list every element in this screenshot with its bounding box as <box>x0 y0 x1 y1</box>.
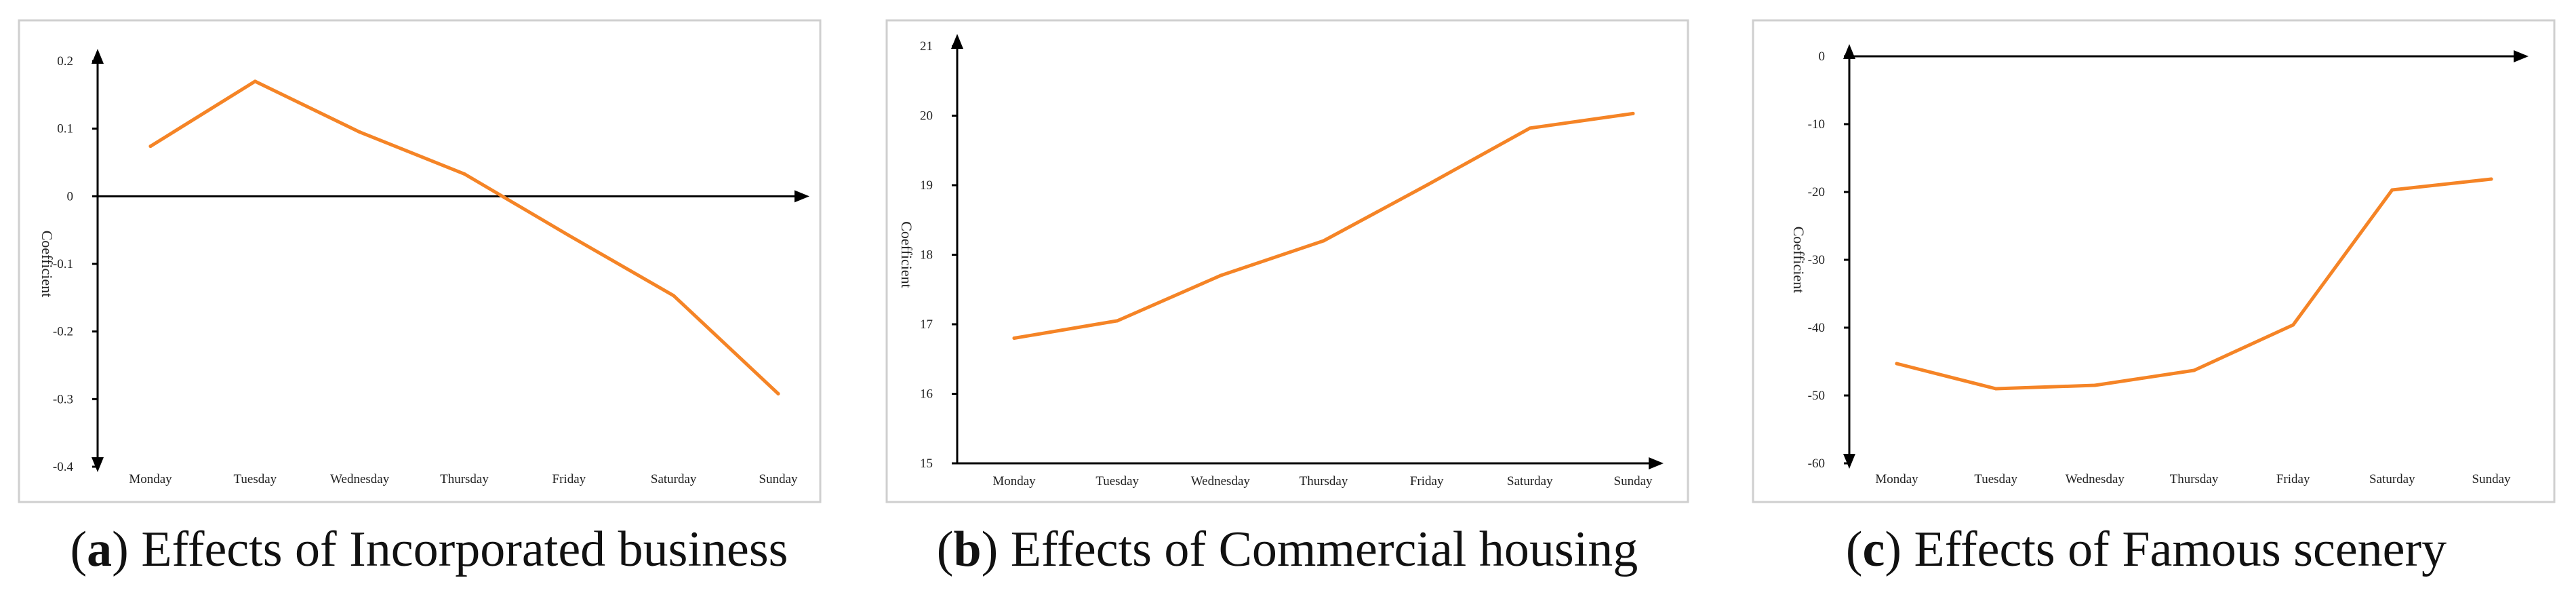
y-tick-label-a: -0.1 <box>53 257 73 271</box>
y-tick-label-b: 18 <box>920 248 933 263</box>
x-tick-label-c: Saturday <box>2369 472 2415 486</box>
data-point-c <box>2390 188 2394 192</box>
x-tick-label-a: Saturday <box>651 472 697 486</box>
caption-c: (c) Effects of Famous scenery <box>1845 522 2447 577</box>
caption-b: (b) Effects of Commercial housing <box>936 522 1638 577</box>
y-axis-title-b: Coefficient <box>898 221 915 288</box>
y-tick-label-c: -20 <box>1808 185 1825 199</box>
y-tick-label-b: 16 <box>920 387 933 402</box>
y-tick-label-c: -60 <box>1808 457 1825 471</box>
x-tick-label-a: Wednesday <box>330 472 390 486</box>
x-tick-label-a: Tuesday <box>233 472 277 486</box>
chart-panel-c: 0 -10 -20 -30 -40 -50 -60 Coefficient Monday Tues… <box>1752 19 2556 503</box>
y-tick-label-c: 0 <box>1819 50 1826 64</box>
data-point-a <box>358 130 362 134</box>
x-tick-label-a: Sunday <box>759 472 799 486</box>
caption-c-letter: c <box>1862 522 1885 577</box>
x-tick-label-c: Tuesday <box>1974 472 2017 486</box>
y-tick-label-c: -30 <box>1808 253 1825 267</box>
y-tick-label-c: -10 <box>1808 117 1825 132</box>
x-tick-label-a: Friday <box>552 472 586 486</box>
data-point-b <box>1322 239 1325 243</box>
data-point-b <box>1425 183 1429 187</box>
x-axis-arrow-a <box>794 190 809 203</box>
y-tick-label-a: -0.3 <box>53 392 73 406</box>
y-tick-label-a: 0.1 <box>57 122 73 136</box>
data-point-b <box>1631 111 1635 115</box>
x-tick-label-b: Thursday <box>1300 474 1348 488</box>
y-tick-label-c: -40 <box>1808 321 1825 335</box>
x-tick-label-a: Thursday <box>440 472 489 486</box>
data-point-a <box>253 79 257 83</box>
data-point-c <box>2093 383 2097 387</box>
data-point-b <box>1012 336 1016 340</box>
caption-a: (a) Effects of Incorporated business <box>70 522 788 577</box>
data-point-b <box>1218 273 1222 277</box>
caption-a-letter: a <box>87 522 113 577</box>
data-point-a <box>462 172 466 176</box>
data-point-a <box>776 391 780 395</box>
caption-b-text: ) Effects of Commercial housing <box>981 522 1638 577</box>
caption-b-letter: b <box>953 522 982 577</box>
y-tick-label-a: -0.4 <box>53 460 74 474</box>
data-point-c <box>1895 362 1899 366</box>
y-axis-title-c: Coefficient <box>1790 227 1807 294</box>
chart-frame-a <box>18 19 822 503</box>
chart-panel-b: 21 20 19 18 17 16 15 Coefficient Monday Tuesday We… <box>885 19 1689 503</box>
x-tick-label-a: Monday <box>129 472 172 486</box>
y-tick-label-b: 21 <box>920 39 933 54</box>
x-tick-label-c: Wednesday <box>2066 472 2125 486</box>
x-tick-label-b: Wednesday <box>1191 474 1251 488</box>
figure-canvas: 0.2 0.1 0 -0.1 -0.2 -0.3 -0.4 Coefficient Monday… <box>18 19 2556 503</box>
data-point-a <box>672 294 676 298</box>
y-tick-label-a: 0 <box>67 189 74 204</box>
data-point-c <box>2489 177 2493 181</box>
caption-a-text: ) Effects of Incorporated business <box>112 522 788 577</box>
x-tick-label-c: Friday <box>2276 472 2310 486</box>
data-point-a <box>567 233 571 237</box>
chart-frame-b <box>885 19 1689 503</box>
y-axis-title-a: Coefficient <box>39 231 56 298</box>
x-axis-arrow-c <box>2514 50 2529 62</box>
y-tick-label-b: 15 <box>920 457 933 471</box>
x-axis-arrow-b <box>1649 457 1664 469</box>
y-tick-label-a: 0.2 <box>57 54 73 69</box>
data-point-c <box>2192 368 2196 372</box>
x-tick-label-b: Monday <box>992 474 1036 488</box>
x-tick-label-b: Saturday <box>1507 474 1553 488</box>
x-tick-label-b: Sunday <box>1614 474 1653 488</box>
chart-panel-a: 0.2 0.1 0 -0.1 -0.2 -0.3 -0.4 Coefficient Monday… <box>18 19 822 503</box>
data-point-b <box>1528 126 1532 130</box>
y-tick-label-b: 17 <box>920 317 933 332</box>
x-tick-label-c: Thursday <box>2170 472 2219 486</box>
x-tick-label-b: Tuesday <box>1095 474 1139 488</box>
data-point-a <box>148 144 153 149</box>
data-point-c <box>1994 387 1998 391</box>
x-tick-label-b: Friday <box>1410 474 1444 488</box>
y-tick-label-b: 20 <box>920 109 933 123</box>
caption-c-text: ) Effects of Famous scenery <box>1885 522 2447 577</box>
y-axis-arrow-down-a <box>92 457 104 472</box>
x-tick-label-c: Sunday <box>2472 472 2512 486</box>
x-tick-label-c: Monday <box>1875 472 1918 486</box>
y-tick-label-b: 19 <box>920 178 933 193</box>
data-point-c <box>2291 323 2295 327</box>
data-point-b <box>1115 319 1119 323</box>
y-axis-arrow-down-c <box>1843 454 1855 469</box>
y-tick-label-a: -0.2 <box>53 325 73 339</box>
chart-frame-c <box>1752 19 2556 503</box>
y-tick-label-c: -50 <box>1808 389 1825 403</box>
